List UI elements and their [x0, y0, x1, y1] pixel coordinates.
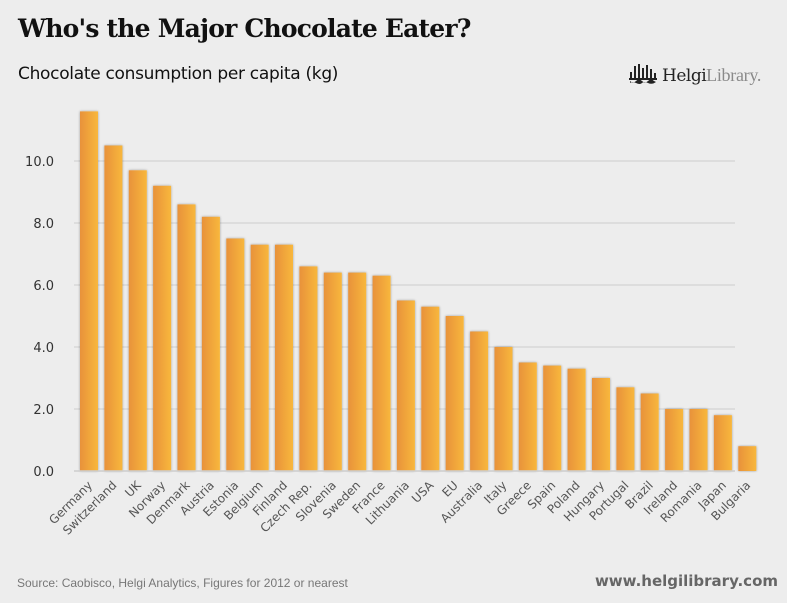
y-tick-label: 0.0 — [33, 465, 54, 480]
logo-text-helgi: Helgi — [662, 66, 707, 86]
bar-spain — [543, 365, 562, 471]
bar-hungary — [592, 378, 610, 471]
bar-poland — [567, 368, 586, 471]
bar-czech-rep — [299, 266, 318, 471]
bar-germany — [80, 111, 98, 472]
bar-sweden — [348, 272, 367, 471]
chart-title: Who's the Major Chocolate Eater? — [18, 14, 471, 43]
bar-greece — [518, 362, 537, 471]
website-link[interactable]: www.helgilibrary.com — [594, 572, 778, 590]
bar-switzerland — [104, 145, 123, 471]
bar-ireland — [665, 409, 684, 471]
bar-brazil — [640, 393, 659, 471]
bar-eu — [445, 316, 464, 471]
bar-italy — [494, 347, 513, 471]
y-tick-label: 2.0 — [33, 403, 54, 418]
y-axis-ticks: 0.0 2.0 4.0 6.0 8.0 10.0 — [25, 155, 54, 480]
x-tick-label: USA — [409, 478, 437, 506]
logo-text-library: Library. — [706, 65, 762, 85]
source-note: Source: Caobisco, Helgi Analytics, Figur… — [17, 576, 348, 590]
bar-belgium — [250, 244, 269, 471]
y-tick-label: 6.0 — [33, 279, 54, 294]
bar-austria — [201, 216, 220, 471]
city-skyline-icon — [629, 64, 657, 84]
bar-estonia — [226, 238, 245, 471]
y-tick-label: 4.0 — [33, 341, 54, 356]
bar-usa — [421, 306, 440, 471]
bar-portugal — [616, 387, 635, 471]
chart-subtitle: Chocolate consumption per capita (kg) — [18, 64, 339, 84]
bar-uk — [128, 170, 147, 472]
bar-romania — [689, 409, 708, 471]
bar-finland — [275, 244, 293, 471]
bar-denmark — [177, 204, 196, 471]
bar-lithuania — [396, 300, 415, 471]
bar-slovenia — [323, 272, 342, 471]
bar-bulgaria — [738, 446, 757, 471]
bar-australia — [470, 331, 489, 471]
bar-france — [372, 275, 391, 471]
y-tick-label: 8.0 — [33, 217, 54, 232]
y-tick-label: 10.0 — [25, 155, 54, 170]
bar-japan — [713, 415, 732, 471]
helgi-library-logo[interactable]: Helgi Library. — [628, 62, 761, 86]
bar-norway — [153, 185, 172, 472]
bars — [74, 111, 757, 472]
